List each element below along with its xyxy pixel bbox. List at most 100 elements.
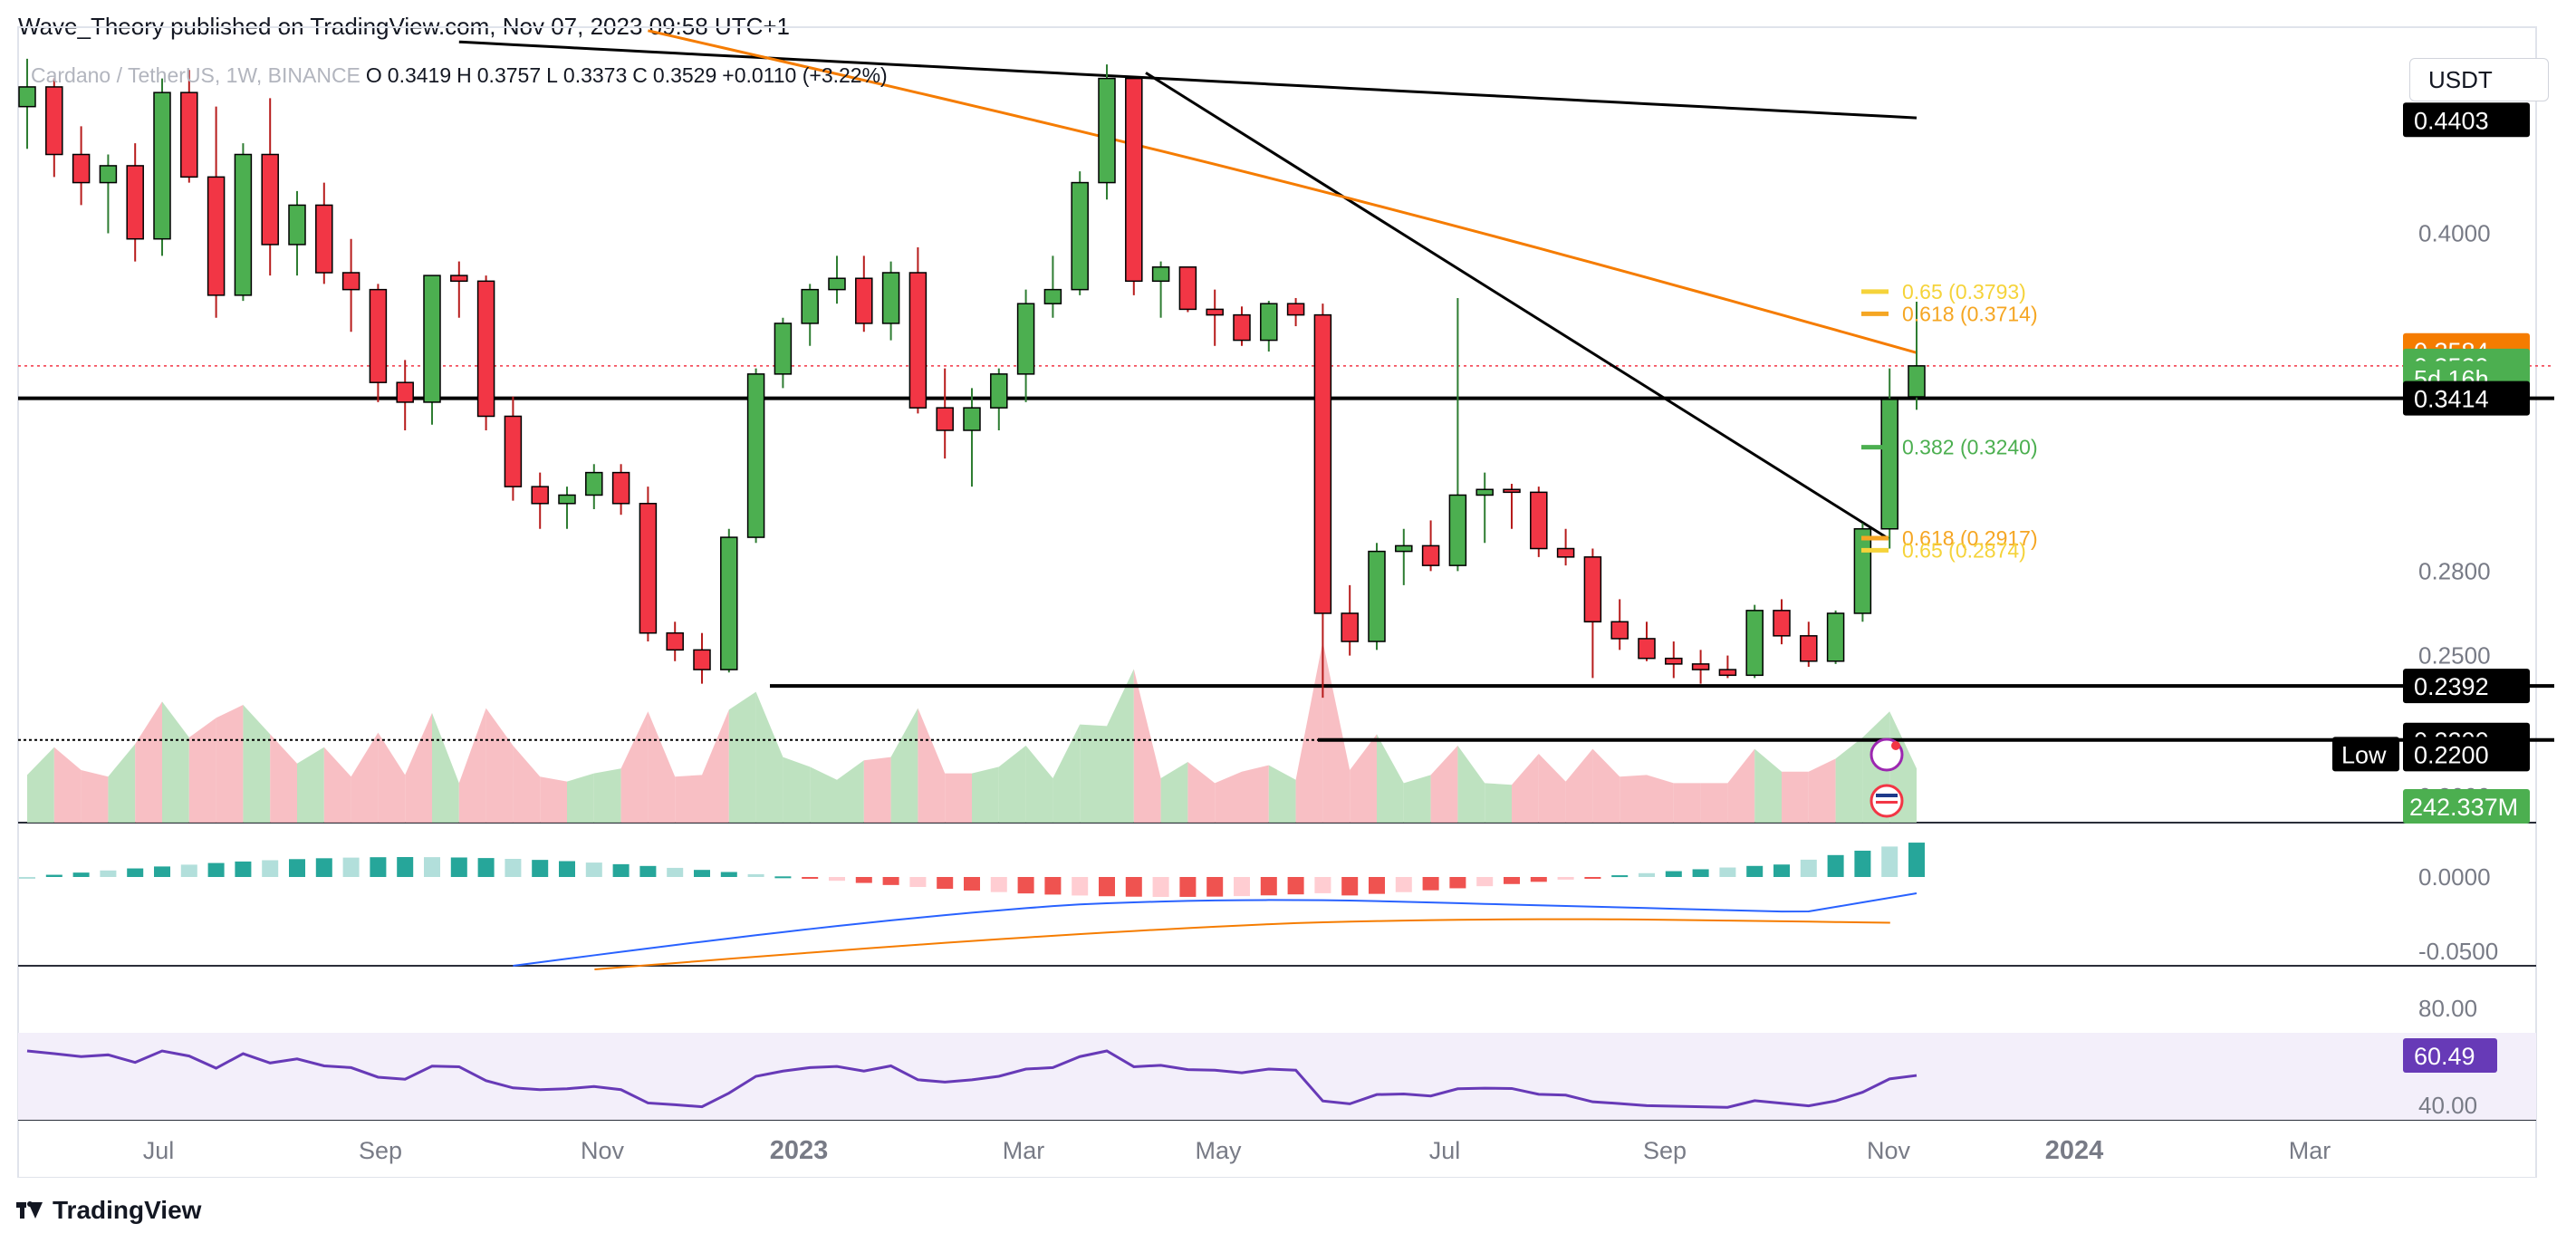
macd-histogram-bar [1504,877,1520,884]
volume-area [1647,775,1674,823]
x-tick-label: 2024 [2045,1136,2104,1165]
macd-histogram-bar [694,870,710,877]
candle-body [153,92,171,240]
candle-body [315,204,333,274]
candle-body [1745,610,1764,677]
candle-body [1503,488,1521,494]
candle-body [1071,181,1089,291]
price-tag-bg [2403,737,2530,772]
macd-histogram-bar [1827,854,1844,877]
candle-body [450,275,468,283]
x-tick-label: Nov [581,1137,625,1164]
candle-body [1773,610,1791,637]
candle-body [908,272,928,409]
volume-area [432,713,459,823]
macd-histogram-bar [235,861,252,877]
y-tick-label: 0.4000 [2418,220,2491,247]
price-tag-bg [2403,102,2530,138]
x-tick-label: May [1195,1137,1242,1164]
volume-area [1835,737,1863,823]
legend-symbol: Cardano / TetherUS, 1W, BINANCE [31,63,360,87]
volume-area [351,732,379,823]
candle-body [1908,365,1926,398]
volume-area [1457,746,1485,823]
brand: TradingView [16,1196,201,1225]
candle-body [1475,488,1494,496]
volume-area [1053,724,1081,823]
candle-body [1691,663,1710,670]
volume-tag-label: 242.337M [2409,794,2518,821]
candle-body [1448,494,1467,566]
price-tag-bg [2403,381,2530,416]
price-tag-label: 0.3414 [2414,386,2489,413]
candle-body [990,373,1008,409]
price-tag-label: 0.4403 [2414,107,2489,134]
macd-histogram-bar [289,859,305,877]
volume-area [593,768,621,823]
macd-histogram-bar [667,867,684,877]
volume-area [378,732,406,823]
macd-histogram-bar [1773,864,1790,877]
candle-body [341,272,360,291]
volume-area [53,747,82,823]
fib-label: 0.382 (0.3240) [1902,436,2038,459]
volume-area [27,747,54,823]
volume-area [918,708,946,823]
macd-histogram-bar [1908,843,1925,877]
volume-area [1700,783,1728,823]
volume-area [1808,758,1836,823]
candle-body [639,503,658,634]
volume-area [1592,748,1620,823]
x-tick-label: Nov [1867,1137,1911,1164]
macd-histogram-bar [1449,877,1466,889]
volume-area [1187,762,1216,823]
macd-histogram-bar [1530,877,1547,882]
candle-body [1368,550,1386,642]
legend-high-label: H [457,63,472,87]
candle-body [531,486,549,505]
event-dot-icon [1891,741,1900,750]
volume-area [513,746,541,823]
currency-button[interactable]: USDT [2409,58,2549,101]
fib-label: 0.65 (0.3793) [1902,280,2026,304]
candle-body [1421,544,1440,566]
macd-histogram-bar [1125,877,1142,897]
candle-body [396,381,414,403]
candle-body [693,649,711,670]
volume-area [1215,771,1242,823]
volume-area [1485,783,1512,823]
macd-histogram-bar [1099,877,1115,897]
macd-histogram-bar [1287,877,1304,895]
volume-area [1080,724,1107,823]
macd-histogram-bar [1746,865,1764,877]
macd-histogram-bar [990,877,1007,892]
macd-histogram-bar [1341,877,1359,896]
candle-body [207,176,226,296]
macd-histogram-bar [1395,877,1412,892]
volume-area [890,708,918,823]
macd-histogram-bar [1639,872,1655,877]
brand-name: TradingView [53,1196,202,1224]
macd-histogram-bar [450,857,467,877]
candle-body [1556,547,1575,558]
chart-frame [17,26,2537,1178]
macd-histogram-bar [585,862,602,877]
volume-area [108,744,136,823]
macd-histogram-bar [532,860,549,877]
rsi-y-tick-label: 80.00 [2418,995,2477,1022]
volume-area [243,705,271,823]
ema200-line [458,40,1918,120]
candle-body [423,275,441,403]
macd-histogram-bar [1557,877,1574,880]
candle-body [1826,612,1845,662]
macd-histogram-bar [1881,846,1898,877]
volume-area [1754,748,1782,823]
tradingview-logo-icon [16,1200,43,1220]
price-chart[interactable]: 0.65 (0.3793)0.618 (0.3714) 0.382 (0.3240… [0,0,2576,1178]
candle-body [963,407,981,431]
x-tick-label: Jul [143,1137,175,1164]
x-tick-label: Sep [1643,1137,1687,1164]
macd-histogram-bar [1072,877,1089,896]
fib-label: 0.618 (0.2917) [1902,526,2038,550]
candle-body [1151,266,1170,283]
